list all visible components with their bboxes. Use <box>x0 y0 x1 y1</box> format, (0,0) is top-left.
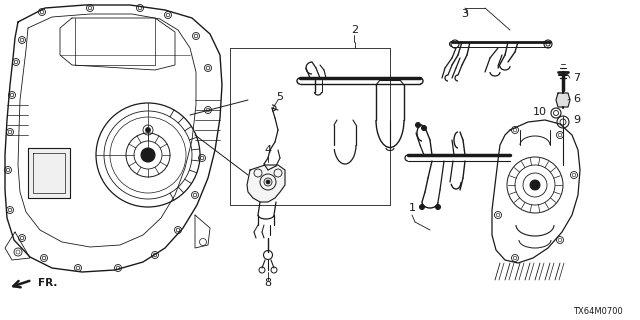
Text: 2: 2 <box>351 25 358 35</box>
Text: FR.: FR. <box>38 278 58 288</box>
Text: 9: 9 <box>573 115 580 125</box>
Circle shape <box>419 204 424 210</box>
Polygon shape <box>60 18 175 70</box>
Circle shape <box>415 123 420 127</box>
Polygon shape <box>556 93 570 107</box>
Circle shape <box>145 127 150 132</box>
Polygon shape <box>28 148 70 198</box>
Text: 10: 10 <box>533 107 547 117</box>
Circle shape <box>530 180 540 190</box>
Text: 3: 3 <box>461 9 468 19</box>
Circle shape <box>422 125 426 131</box>
Text: 1: 1 <box>408 203 415 213</box>
Polygon shape <box>247 165 285 202</box>
Text: TX64M0700: TX64M0700 <box>573 308 623 316</box>
Text: 7: 7 <box>573 73 580 83</box>
Polygon shape <box>5 5 222 272</box>
Circle shape <box>435 204 440 210</box>
Text: 8: 8 <box>264 278 271 288</box>
Circle shape <box>266 180 270 184</box>
Circle shape <box>141 148 155 162</box>
Text: 4: 4 <box>264 145 271 155</box>
Polygon shape <box>492 120 580 263</box>
Text: 5: 5 <box>276 92 284 102</box>
Text: 6: 6 <box>573 94 580 104</box>
